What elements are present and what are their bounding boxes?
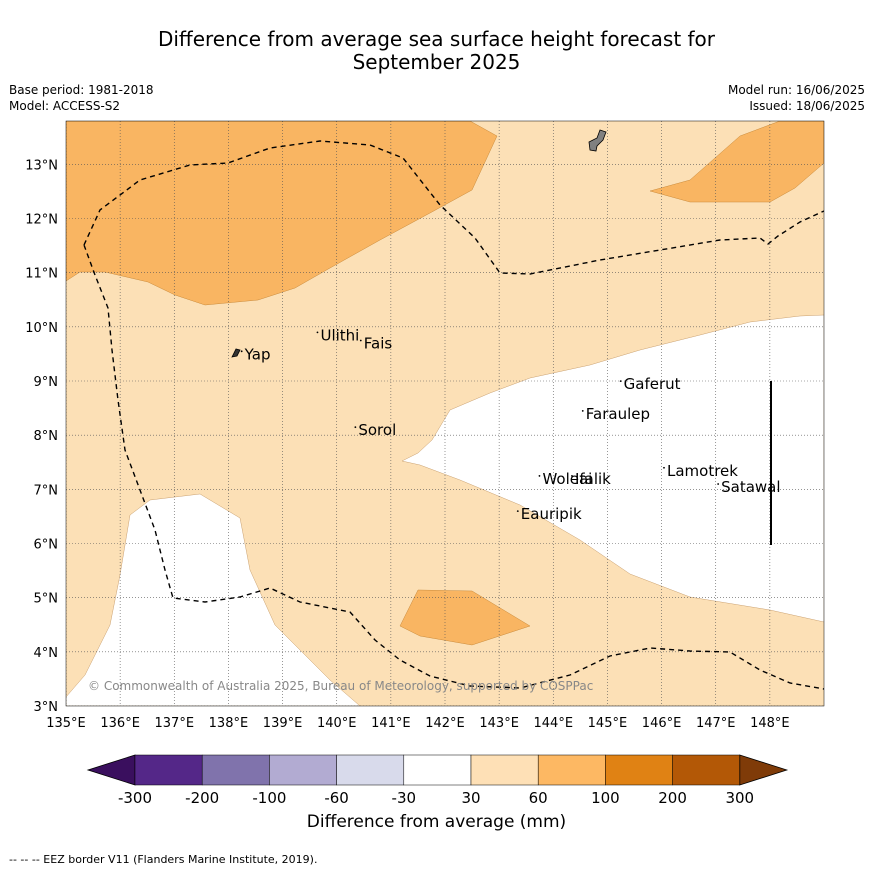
island-label: Eauripik [521, 505, 582, 523]
lon-tick-label: 148°E [750, 716, 790, 731]
lat-tick-label: 5°N [34, 592, 59, 607]
lon-tick-label: 143°E [479, 716, 519, 731]
title-line-2: September 2025 [352, 50, 521, 74]
island-label: Fais [364, 335, 393, 353]
colorbar-tick-label: 100 [591, 789, 620, 807]
lat-tick-label: 3°N [34, 700, 59, 715]
lat-tick-label: 10°N [25, 321, 58, 336]
lon-tick-label: 144°E [534, 716, 574, 731]
gridlines [66, 121, 824, 706]
base-period-text: Base period: 1981-2018 [9, 83, 154, 97]
yap-land [231, 348, 241, 358]
anomaly-60-100-south [399, 589, 531, 646]
colorbar: -300 -200 -100 -60 -30 30 60 100 200 300 [86, 754, 789, 807]
island-marker [516, 510, 519, 513]
eez-footnote: -- -- -- EEZ border V11 (Flanders Marine… [9, 853, 318, 866]
colorbar-tick-label: 300 [725, 789, 754, 807]
lat-tick-label: 12°N [25, 213, 58, 228]
island-marker [354, 426, 357, 429]
lat-tick-label: 13°N [25, 158, 58, 173]
model-run-text: Model run: 16/06/2025 [727, 83, 865, 97]
lon-tick-label: 146°E [642, 716, 682, 731]
island-label: Sorol [358, 421, 396, 439]
island-marker [663, 466, 665, 469]
island-marker [571, 475, 573, 477]
colorbar-segment [403, 754, 472, 786]
lon-tick-label: 141°E [371, 716, 411, 731]
copyright-text: © Commonwealth of Australia 2025, Bureau… [88, 679, 593, 693]
neutral-region-east [401, 314, 824, 623]
colorbar-segment [537, 754, 606, 786]
island-labels: Yap Ulithi Fais Sorol Gaferut Faraulep WoleaiI… [240, 326, 781, 523]
island-label: Yap [244, 345, 271, 363]
colorbar-extend-low [86, 754, 136, 786]
colorbar-extend-high [739, 754, 789, 786]
island-label: Ifalik [575, 470, 611, 488]
colorbar-tick-label: -100 [252, 789, 286, 807]
colorbar-segment [605, 754, 673, 786]
lat-tick-label: 4°N [34, 646, 59, 661]
colorbar-segment [201, 754, 270, 786]
lon-tick-label: 137°E [155, 716, 195, 731]
lat-tick-label: 9°N [34, 375, 59, 390]
colorbar-tick-label: 200 [658, 789, 687, 807]
map-area: Yap Ulithi Fais Sorol Gaferut Faraulep WoleaiI… [66, 121, 824, 706]
colorbar-tick-label: -200 [185, 789, 219, 807]
island-label: Woleai [542, 470, 592, 488]
colorbar-tick-label: 30 [461, 789, 480, 807]
lon-tick-label: 145°E [588, 716, 628, 731]
island-marker [717, 483, 720, 485]
island-label: Lamotrek [667, 462, 738, 480]
latitude-tick-labels: 3°N 4°N 5°N 6°N 7°N 8°N 9°N 10°N 11°N 12°N 13°N [25, 158, 58, 715]
neutral-region-southwest [66, 493, 361, 706]
longitude-tick-labels: 135°E 136°E 137°E 138°E 139°E 140°E 141°E 142°E… [46, 716, 789, 731]
anomaly-60-100-northwest [66, 121, 498, 306]
lat-tick-label: 8°N [34, 429, 59, 444]
meta-right: Model run: 16/06/2025 Issued: 18/06/2025 [728, 82, 865, 114]
colorbar-label: Difference from average (mm) [306, 812, 567, 832]
lon-tick-label: 140°E [317, 716, 357, 731]
lon-tick-label: 139°E [263, 716, 303, 731]
lat-tick-label: 7°N [34, 483, 59, 498]
colorbar-tick-label: -60 [324, 789, 349, 807]
lon-tick-label: 147°E [696, 716, 736, 731]
lon-tick-label: 138°E [209, 716, 249, 731]
title-line-1: Difference from average sea surface heig… [157, 27, 716, 51]
chart-title: Difference from average sea surface heig… [0, 28, 873, 74]
island-label: Satawal [721, 478, 780, 496]
colorbar-segment [269, 754, 337, 786]
lon-tick-label: 136°E [100, 716, 140, 731]
colorbar-segment [336, 754, 405, 786]
colorbar-segment [470, 754, 539, 786]
eez-border [83, 140, 824, 690]
lon-tick-label: 135°E [46, 716, 86, 731]
lat-tick-label: 6°N [34, 538, 59, 553]
island-marker [359, 339, 362, 342]
anomaly-60-100-northeast [649, 121, 824, 203]
lat-tick-label: 11°N [25, 267, 58, 282]
island-marker [240, 350, 243, 353]
lon-tick-label: 142°E [425, 716, 465, 731]
island-marker [538, 475, 541, 477]
colorbar-segment [134, 754, 203, 786]
guam-land [588, 129, 607, 152]
meta-left: Base period: 1981-2018 Model: ACCESS-S2 [9, 82, 154, 114]
map-frame [65, 120, 825, 707]
colorbar-tick-label: 60 [529, 789, 548, 807]
colorbar-tick-label: -30 [392, 789, 417, 807]
issued-text: Issued: 18/06/2025 [749, 99, 865, 113]
island-label: Ulithi [320, 326, 359, 344]
island-marker [316, 331, 319, 334]
island-marker [619, 380, 622, 383]
island-marker [581, 410, 584, 412]
island-label: Faraulep [586, 405, 650, 423]
island-label: Gaferut [624, 375, 681, 393]
model-text: Model: ACCESS-S2 [9, 99, 121, 113]
colorbar-tick-label: -300 [118, 789, 152, 807]
colorbar-segment [672, 754, 741, 786]
